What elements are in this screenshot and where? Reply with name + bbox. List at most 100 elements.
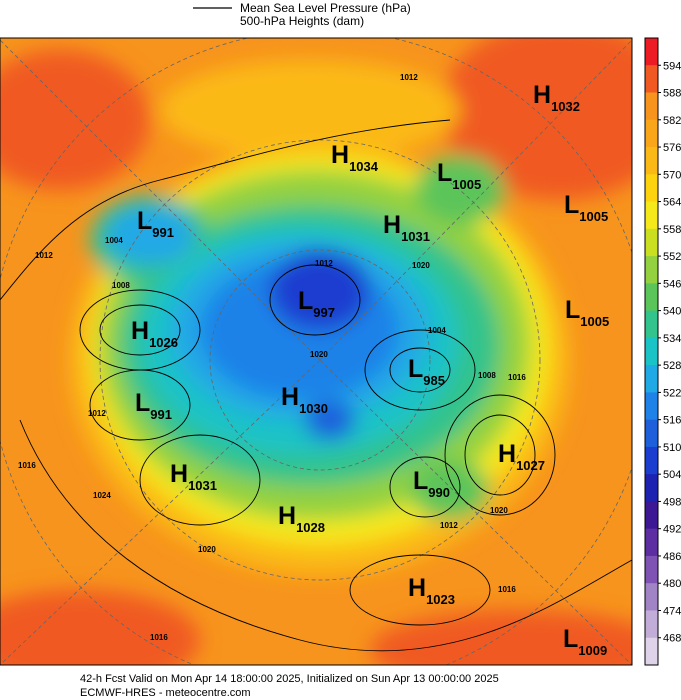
colorbar-band (645, 256, 658, 284)
pressure-center: H1031 (383, 211, 430, 244)
colorbar-label: 510 (663, 442, 681, 454)
colorbar-label: 492 (663, 524, 681, 536)
isobar-label: 1016 (18, 461, 36, 470)
center-letter: H (408, 574, 426, 602)
pressure-center: L991 (135, 389, 172, 422)
colorbar-label: 558 (663, 224, 681, 236)
pressure-center: H1031 (170, 460, 217, 493)
isobars (0, 119, 632, 652)
isobar-label: 1012 (315, 259, 333, 268)
center-value: 1032 (551, 99, 580, 114)
center-value: 1031 (401, 229, 430, 244)
isobar-label: 1012 (400, 73, 418, 82)
colorbar-band (645, 310, 658, 339)
center-letter: L (408, 355, 423, 383)
center-value: 1031 (188, 478, 217, 493)
colorbar-label: 552 (663, 251, 681, 263)
colorbar-label: 480 (663, 578, 681, 590)
footer-text: 42-h Fcst Valid on Mon Apr 14 18:00:00 2… (80, 673, 499, 685)
center-letter: H (383, 211, 401, 239)
center-letter: H (331, 141, 349, 169)
colorbar-label: 588 (663, 88, 681, 100)
center-value: 1005 (452, 177, 481, 192)
center-value: 1009 (578, 643, 607, 658)
center-letter: H (533, 81, 551, 109)
center-value: 1005 (579, 209, 608, 224)
pressure-center: L1005 (565, 296, 609, 329)
center-letter: H (281, 383, 299, 411)
legend-text: 500-hPa Heights (dam) (240, 14, 364, 28)
pressure-center: L991 (137, 207, 174, 240)
colorbar-label: 540 (663, 306, 681, 318)
colorbar-band (645, 228, 658, 257)
map-frame (0, 37, 633, 666)
colorbar-label: 522 (663, 387, 681, 399)
colorbar-band (645, 65, 658, 94)
pressure-center: H1032 (533, 81, 580, 114)
colorbar-frame (644, 37, 659, 666)
center-letter: L (137, 207, 152, 235)
colorbar-band (645, 119, 658, 148)
isobar-label: 1004 (428, 326, 446, 335)
colorbar-band (645, 583, 658, 611)
isobar-label: 1020 (490, 506, 508, 515)
pressure-center: L1009 (563, 625, 607, 658)
colorbar-band (645, 337, 658, 366)
pressure-center: L1005 (564, 191, 608, 224)
isobar-label: 1012 (35, 251, 53, 260)
isobar-label: 1020 (310, 350, 328, 359)
colorbar-band (645, 555, 658, 584)
center-value: 1023 (426, 592, 455, 607)
isobar-label: 1008 (112, 281, 130, 290)
center-letter: L (437, 159, 452, 187)
center-letter: H (170, 460, 188, 488)
colorbar-band (645, 201, 658, 230)
colorbar-label: 582 (663, 115, 681, 127)
isobar-label: 1012 (88, 409, 106, 418)
colorbar-band (645, 365, 658, 393)
colorbar-label: 498 (663, 496, 681, 508)
legend-text: Mean Sea Level Pressure (hPa) (240, 1, 411, 15)
colorbar-label: 486 (663, 551, 681, 563)
colorbar-band (645, 419, 658, 448)
colorbar-band (645, 528, 658, 557)
colorbar-band (645, 147, 658, 175)
pressure-center: H1028 (278, 502, 325, 535)
center-value: 1005 (580, 314, 609, 329)
center-letter: L (135, 389, 150, 417)
colorbar-band (645, 392, 658, 421)
colorbar-band (645, 283, 658, 312)
center-letter: H (131, 317, 149, 345)
center-letter: H (278, 502, 296, 530)
colorbar-band (645, 501, 658, 530)
isobar-label: 1020 (412, 261, 430, 270)
colorbar-label: 468 (663, 633, 681, 645)
isobar-label: 1024 (93, 491, 111, 500)
colorbar-band (645, 92, 658, 121)
pressure-center: L997 (298, 287, 335, 320)
colorbar-label: 576 (663, 142, 681, 154)
center-letter: H (498, 440, 516, 468)
isobar-label: 1020 (198, 545, 216, 554)
pressure-center: L990 (413, 467, 450, 500)
colorbar-band (645, 446, 658, 475)
isobar-label: 1016 (508, 373, 526, 382)
colorbar-label: 570 (663, 169, 681, 181)
pressure-center: H1030 (281, 383, 328, 416)
isobar-label: 1016 (498, 585, 516, 594)
graticule (0, 38, 632, 665)
colorbar-band (645, 474, 658, 502)
center-value: 1034 (349, 159, 379, 174)
isobar-label: 1004 (105, 236, 123, 245)
colorbar-band (645, 610, 658, 639)
colorbar-band (645, 637, 658, 666)
center-letter: L (563, 625, 578, 653)
pressure-center: H1026 (131, 317, 178, 350)
colorbar-band (645, 38, 658, 66)
map-area: 1012 1004 1012 1008 1012 1020 1004 1008 1016 1020… (0, 38, 632, 665)
colorbar-label: 516 (663, 415, 681, 427)
center-value: 991 (152, 225, 174, 240)
center-letter: L (413, 467, 428, 495)
